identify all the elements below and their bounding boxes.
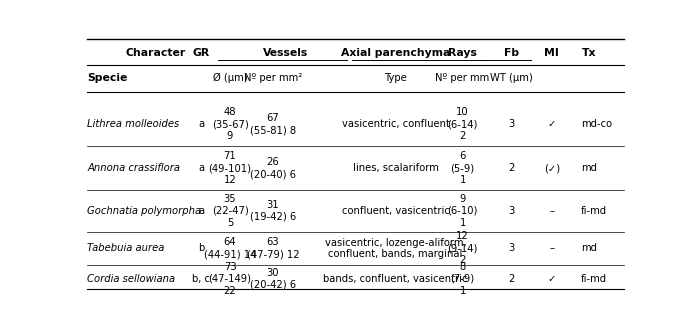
Text: (20-42) 6: (20-42) 6 bbox=[250, 280, 296, 290]
Text: Axial parenchyma: Axial parenchyma bbox=[341, 48, 450, 58]
Text: 67: 67 bbox=[267, 113, 279, 123]
Text: (✓): (✓) bbox=[544, 163, 560, 173]
Text: Nº per mm²: Nº per mm² bbox=[244, 73, 302, 83]
Text: 63: 63 bbox=[267, 238, 279, 247]
Text: Annona crassiflora: Annona crassiflora bbox=[87, 163, 180, 173]
Text: Nº per mm: Nº per mm bbox=[435, 73, 490, 83]
Text: 26: 26 bbox=[267, 157, 279, 167]
Text: lines, scalariform: lines, scalariform bbox=[353, 163, 439, 173]
Text: (7-9): (7-9) bbox=[450, 274, 475, 284]
Text: ✓: ✓ bbox=[547, 119, 556, 129]
Text: 35: 35 bbox=[224, 194, 236, 204]
Text: 1: 1 bbox=[459, 286, 466, 296]
Text: 31: 31 bbox=[267, 200, 279, 210]
Text: (19-42) 6: (19-42) 6 bbox=[250, 212, 296, 222]
Text: b, c: b, c bbox=[192, 274, 210, 284]
Text: 2: 2 bbox=[459, 255, 466, 266]
Text: 22: 22 bbox=[224, 286, 236, 296]
Text: 9: 9 bbox=[459, 194, 466, 204]
Text: Fb: Fb bbox=[504, 48, 519, 58]
Text: Character: Character bbox=[125, 48, 186, 58]
Text: 3: 3 bbox=[509, 206, 515, 216]
Text: a: a bbox=[198, 119, 204, 129]
Text: fi-md: fi-md bbox=[581, 274, 607, 284]
Text: b: b bbox=[198, 243, 204, 254]
Text: Lithrea molleoides: Lithrea molleoides bbox=[87, 119, 179, 129]
Text: (44-91) 14: (44-91) 14 bbox=[204, 250, 256, 259]
Text: Cordia sellowiana: Cordia sellowiana bbox=[87, 274, 175, 284]
Text: (49-101): (49-101) bbox=[209, 163, 252, 173]
Text: Tabebuia aurea: Tabebuia aurea bbox=[87, 243, 164, 254]
Text: 2: 2 bbox=[509, 163, 515, 173]
Text: vasicentric, confluent: vasicentric, confluent bbox=[342, 119, 449, 129]
Text: Gochnatia polymorpha: Gochnatia polymorpha bbox=[87, 206, 201, 216]
Text: Specie: Specie bbox=[87, 73, 128, 83]
Text: 73: 73 bbox=[224, 262, 236, 272]
Text: md: md bbox=[581, 243, 597, 254]
Text: (20-40) 6: (20-40) 6 bbox=[250, 169, 296, 179]
Text: a: a bbox=[198, 163, 204, 173]
Text: ✓: ✓ bbox=[547, 274, 556, 284]
Text: (5-9): (5-9) bbox=[450, 163, 475, 173]
Text: (35-67): (35-67) bbox=[211, 119, 248, 129]
Text: (47-79) 12: (47-79) 12 bbox=[247, 250, 299, 259]
Text: 5: 5 bbox=[227, 218, 234, 228]
Text: 48: 48 bbox=[224, 107, 236, 117]
Text: GR: GR bbox=[193, 48, 210, 58]
Text: (6-10): (6-10) bbox=[448, 206, 477, 216]
Text: fi-md: fi-md bbox=[581, 206, 607, 216]
Text: Type: Type bbox=[384, 73, 407, 83]
Text: 1: 1 bbox=[459, 176, 466, 185]
Text: 6: 6 bbox=[459, 151, 466, 162]
Text: bands, confluent, vasicentric: bands, confluent, vasicentric bbox=[323, 274, 468, 284]
Text: 3: 3 bbox=[509, 243, 515, 254]
Text: WT (μm): WT (μm) bbox=[491, 73, 533, 83]
Text: –: – bbox=[550, 206, 554, 216]
Text: –: – bbox=[550, 243, 554, 254]
Text: a: a bbox=[198, 206, 204, 216]
Text: Vessels: Vessels bbox=[263, 48, 308, 58]
Text: 9: 9 bbox=[227, 131, 234, 141]
Text: 1: 1 bbox=[459, 218, 466, 228]
Text: 8: 8 bbox=[459, 262, 466, 272]
Text: 3: 3 bbox=[509, 119, 515, 129]
Text: (22-47): (22-47) bbox=[211, 206, 248, 216]
Text: 12: 12 bbox=[224, 176, 236, 185]
Text: MI: MI bbox=[544, 48, 559, 58]
Text: md-co: md-co bbox=[581, 119, 612, 129]
Text: vasicentric, lozenge-aliform,
confluent, bands, marginal: vasicentric, lozenge-aliform, confluent,… bbox=[324, 238, 466, 259]
Text: 2: 2 bbox=[509, 274, 515, 284]
Text: 71: 71 bbox=[224, 151, 236, 162]
Text: 12: 12 bbox=[456, 231, 469, 241]
Text: 30: 30 bbox=[267, 268, 279, 278]
Text: confluent, vasicentric: confluent, vasicentric bbox=[342, 206, 449, 216]
Text: (47-149): (47-149) bbox=[209, 274, 252, 284]
Text: Ø (μm): Ø (μm) bbox=[213, 73, 247, 83]
Text: (6-14): (6-14) bbox=[448, 119, 477, 129]
Text: (9-14): (9-14) bbox=[448, 243, 477, 254]
Text: (55-81) 8: (55-81) 8 bbox=[250, 125, 296, 135]
Text: 64: 64 bbox=[224, 238, 236, 247]
Text: 10: 10 bbox=[456, 107, 469, 117]
Text: Rays: Rays bbox=[448, 48, 477, 58]
Text: md: md bbox=[581, 163, 597, 173]
Text: 2: 2 bbox=[459, 131, 466, 141]
Text: Tx: Tx bbox=[581, 48, 596, 58]
